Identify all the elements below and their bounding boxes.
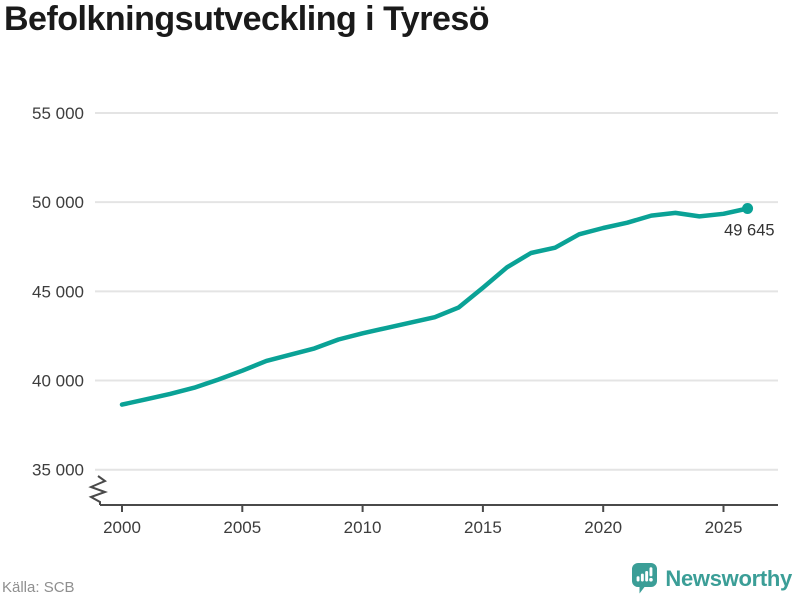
y-axis-tick-label: 45 000 bbox=[32, 282, 84, 301]
axis-break-icon bbox=[88, 475, 108, 505]
x-axis-tick-label: 2010 bbox=[344, 518, 382, 537]
newsworthy-chart-bubble-icon bbox=[632, 563, 658, 594]
x-axis-tick-label: 2025 bbox=[705, 518, 743, 537]
y-axis-tick-label: 35 000 bbox=[32, 461, 84, 480]
x-axis-tick-label: 2005 bbox=[223, 518, 261, 537]
source-label: Källa: SCB bbox=[2, 579, 75, 596]
end-point-marker bbox=[742, 203, 754, 215]
x-axis-tick-label: 2020 bbox=[584, 518, 622, 537]
end-value-label: 49 645 bbox=[724, 222, 774, 240]
newsworthy-wordmark: Newsworthy bbox=[665, 565, 792, 591]
y-axis-tick-label: 50 000 bbox=[32, 193, 84, 212]
x-axis-tick-label: 2015 bbox=[464, 518, 502, 537]
newsworthy-logo-link[interactable]: Newsworthy bbox=[632, 563, 792, 594]
page-title: Befolkningsutveckling i Tyresö bbox=[4, 0, 490, 38]
population-series-line bbox=[119, 206, 750, 407]
x-axis-tick-label: 2000 bbox=[103, 518, 141, 537]
y-axis-tick-label: 40 000 bbox=[32, 372, 84, 391]
y-axis-tick-label: 55 000 bbox=[32, 104, 84, 123]
